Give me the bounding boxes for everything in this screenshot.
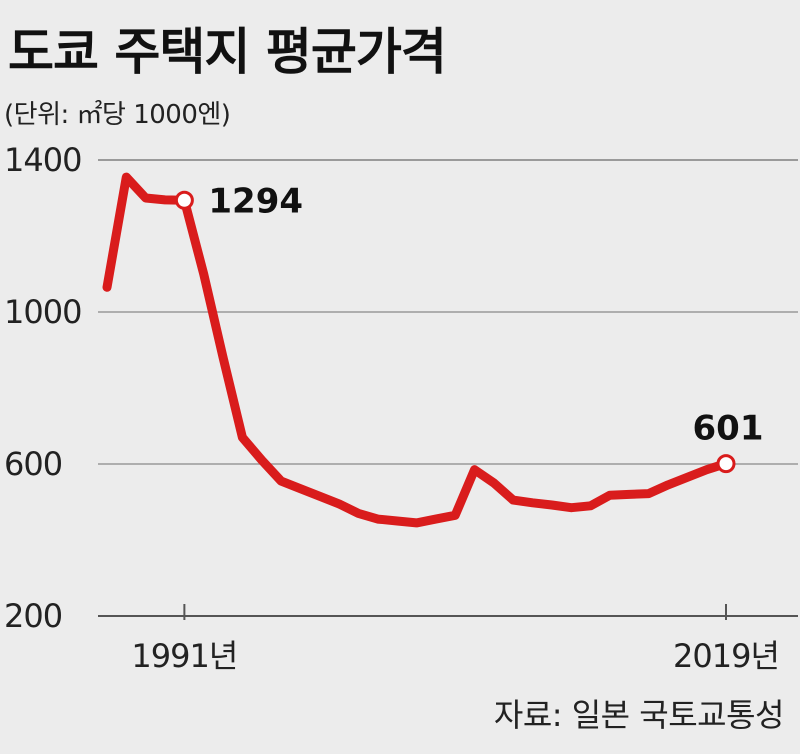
- annotation-marker-601: [716, 454, 736, 474]
- x-tick-label-2019: 2019년: [673, 637, 779, 675]
- annotation-marker-1294: [174, 190, 194, 210]
- y-tick-label-1000: 1000: [4, 293, 81, 331]
- chart-title: 도쿄 주택지 평균가격: [8, 23, 447, 81]
- y-tick-label-600: 600: [4, 445, 62, 483]
- annotation-label-601: 601: [693, 409, 764, 449]
- annotation-label-1294: 1294: [208, 181, 303, 221]
- price-line: [102, 172, 731, 528]
- y-tick-label-1400: 1400: [4, 141, 81, 179]
- y-tick-label-200: 200: [4, 597, 62, 635]
- unit-label: (단위: ㎡당 1000엔): [4, 100, 231, 130]
- x-tick-label-1991: 1991년: [131, 637, 237, 675]
- source-label: 자료: 일본 국토교통성: [493, 696, 785, 734]
